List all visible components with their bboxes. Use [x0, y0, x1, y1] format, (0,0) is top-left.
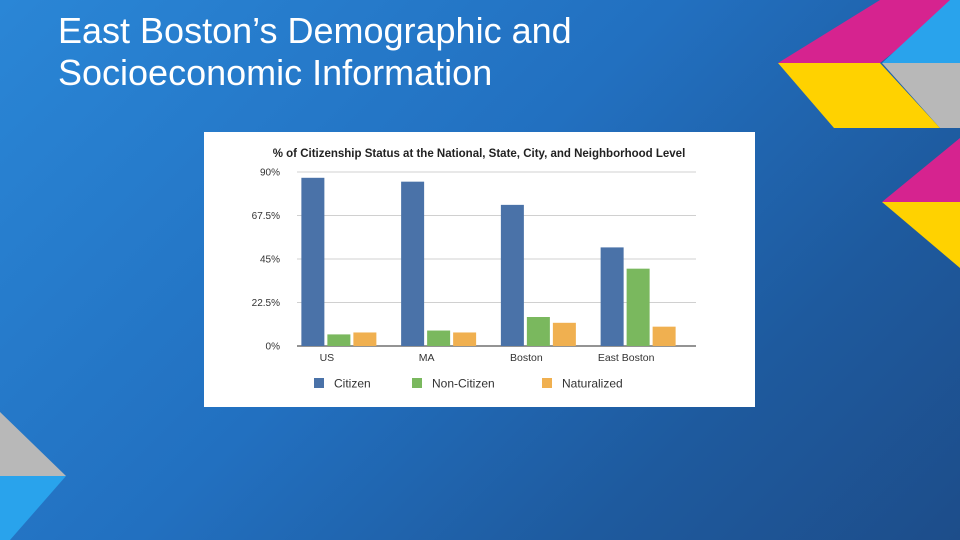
gray-triangle-bottom-left: [0, 412, 66, 476]
slide-title-line2: Socioeconomic Information: [58, 52, 493, 93]
chart-card: % of Citizenship Status at the National,…: [204, 132, 755, 407]
x-tick-label: Boston: [510, 352, 543, 364]
bar-non-citizen-east-boston: [626, 268, 650, 346]
legend-label: Naturalized: [562, 377, 623, 391]
light-blue-triangle-bottom-left: [0, 476, 66, 540]
legend-swatch: [542, 378, 552, 388]
y-tick-label: 45%: [260, 255, 280, 266]
light-blue-parallelogram-top: [882, 0, 960, 63]
bar-non-citizen-boston: [526, 317, 550, 346]
magenta-parallelogram-mid: [882, 138, 960, 202]
bar-citizen-east-boston: [600, 247, 624, 346]
y-tick-label: 22.5%: [252, 298, 280, 309]
chart-title: % of Citizenship Status at the National,…: [273, 148, 686, 160]
legend-label: Citizen: [334, 377, 371, 391]
bar-naturalized-us: [353, 332, 377, 346]
bar-naturalized-east-boston: [652, 326, 676, 346]
x-tick-label: MA: [419, 352, 435, 364]
bar-citizen-boston: [500, 204, 524, 346]
yellow-parallelogram-mid: [882, 202, 960, 268]
x-tick-label: East Boston: [598, 352, 655, 364]
bar-chart: % of Citizenship Status at the National,…: [252, 148, 696, 391]
bar-non-citizen-ma: [427, 330, 451, 346]
bar-non-citizen-us: [327, 334, 351, 346]
bar-naturalized-boston: [552, 322, 576, 346]
legend-label: Non-Citizen: [432, 377, 495, 391]
magenta-parallelogram-top: [778, 0, 960, 63]
bar-citizen-ma: [401, 181, 425, 346]
slide-title-line1: East Boston’s Demographic and: [58, 10, 572, 51]
slide-title: East Boston’s Demographic and Socioecono…: [58, 10, 758, 94]
bar-citizen-us: [301, 177, 325, 346]
y-tick-label: 0%: [266, 342, 281, 353]
legend-swatch: [314, 378, 324, 388]
x-tick-label: US: [320, 352, 335, 364]
gray-parallelogram-top: [882, 63, 960, 128]
y-tick-label: 67.5%: [252, 211, 280, 222]
yellow-parallelogram-top: [778, 63, 940, 128]
legend-swatch: [412, 378, 422, 388]
bar-naturalized-ma: [453, 332, 477, 346]
y-tick-label: 90%: [260, 168, 280, 179]
